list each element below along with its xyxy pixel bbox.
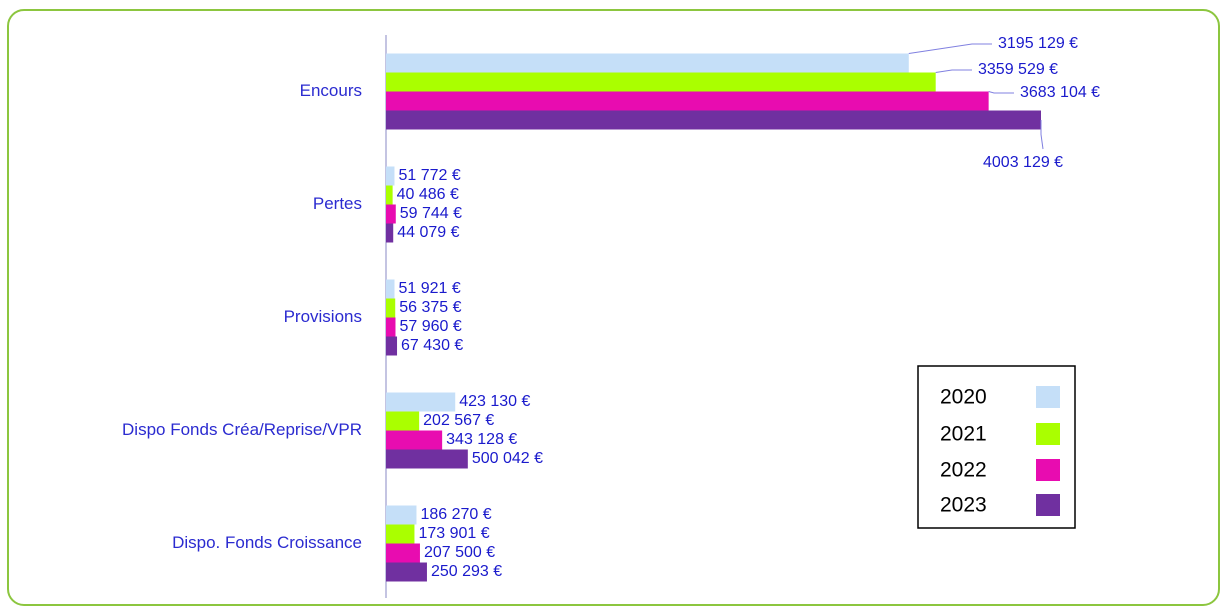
value-label: 3359 529 € xyxy=(978,61,1058,78)
bar xyxy=(386,110,1041,130)
legend-label: 2020 xyxy=(940,386,987,409)
value-label: 173 901 € xyxy=(418,525,489,542)
value-label: 51 921 € xyxy=(398,280,460,297)
value-label: 44 079 € xyxy=(397,224,459,241)
value-label: 4003 129 € xyxy=(983,154,1063,171)
legend-label: 2021 xyxy=(940,423,987,446)
legend-swatch xyxy=(1036,494,1060,516)
category-label: Provisions xyxy=(284,307,362,326)
bar xyxy=(386,505,417,525)
bar xyxy=(386,543,420,563)
value-label: 202 567 € xyxy=(423,412,494,429)
value-label: 3195 129 € xyxy=(998,35,1078,52)
value-label: 207 500 € xyxy=(424,544,495,561)
bar xyxy=(386,204,396,224)
legend-label: 2023 xyxy=(940,494,987,517)
legend-swatch xyxy=(1036,459,1060,481)
leader-line xyxy=(1040,120,1044,150)
value-label: 343 128 € xyxy=(446,431,517,448)
value-label: 40 486 € xyxy=(397,186,459,203)
leader-line xyxy=(935,69,972,73)
bar xyxy=(386,53,909,73)
bar xyxy=(386,336,398,356)
category-label: Encours xyxy=(300,81,362,100)
bar xyxy=(386,392,456,412)
bar xyxy=(386,449,468,469)
leader-line xyxy=(908,43,992,54)
chart-frame xyxy=(7,9,1220,606)
value-label: 51 772 € xyxy=(398,167,460,184)
value-label: 56 375 € xyxy=(399,299,461,316)
bar xyxy=(386,524,415,544)
bar xyxy=(386,411,420,431)
value-label: 250 293 € xyxy=(431,563,502,580)
legend-swatch xyxy=(1036,423,1060,445)
leader-line xyxy=(988,91,1014,94)
value-label: 57 960 € xyxy=(399,318,461,335)
bar xyxy=(386,298,396,318)
value-label: 423 130 € xyxy=(459,393,530,410)
legend-swatch xyxy=(1036,386,1060,408)
value-label: 186 270 € xyxy=(420,506,491,523)
category-label: Dispo. Fonds Croissance xyxy=(172,533,362,552)
bar xyxy=(386,430,443,450)
value-label: 59 744 € xyxy=(400,205,462,222)
bar xyxy=(386,185,393,205)
bar xyxy=(386,279,395,299)
legend-label: 2022 xyxy=(940,459,987,482)
bar xyxy=(386,223,394,243)
category-label: Pertes xyxy=(313,194,362,213)
value-label: 67 430 € xyxy=(401,337,463,354)
bar xyxy=(386,166,395,186)
bar xyxy=(386,317,396,337)
category-label: Dispo Fonds Créa/Reprise/VPR xyxy=(122,420,362,439)
value-label: 500 042 € xyxy=(472,450,543,467)
bar xyxy=(386,91,989,111)
bar xyxy=(386,72,936,92)
bar xyxy=(386,562,427,582)
value-label: 3683 104 € xyxy=(1020,84,1100,101)
